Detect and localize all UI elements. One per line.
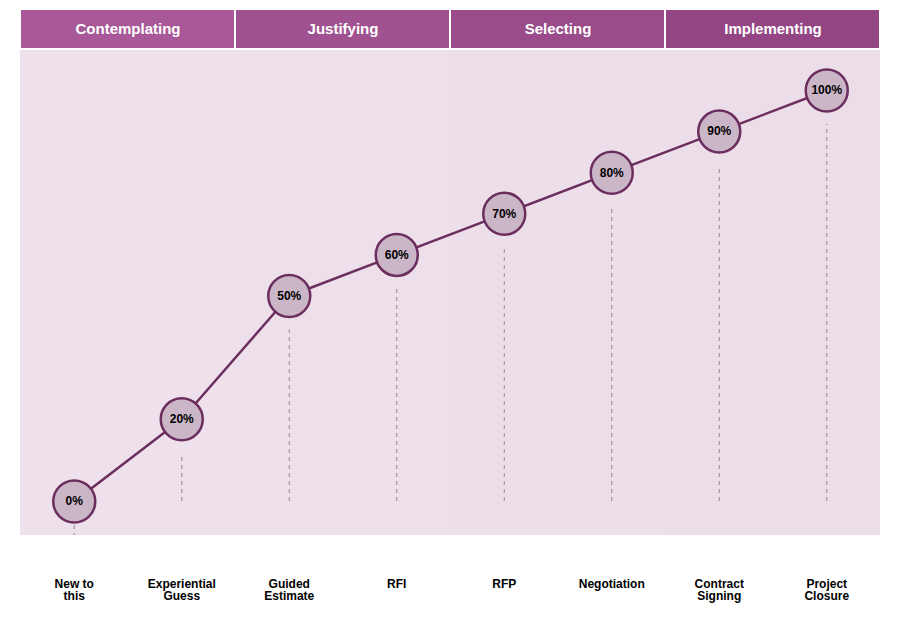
svg-text:RFI: RFI: [387, 577, 406, 591]
svg-text:New tothis: New tothis: [55, 577, 94, 603]
svg-text:Selecting: Selecting: [525, 20, 592, 37]
svg-text:Justifying: Justifying: [308, 20, 379, 37]
svg-text:20%: 20%: [170, 412, 194, 426]
svg-text:GuidedEstimate: GuidedEstimate: [264, 577, 314, 603]
svg-text:Contemplating: Contemplating: [76, 20, 181, 37]
svg-text:70%: 70%: [492, 207, 516, 221]
svg-text:90%: 90%: [707, 124, 731, 138]
svg-text:100%: 100%: [811, 83, 842, 97]
svg-text:0%: 0%: [66, 494, 84, 508]
svg-text:Implementing: Implementing: [724, 20, 822, 37]
svg-text:ProjectClosure: ProjectClosure: [804, 577, 849, 603]
svg-text:60%: 60%: [385, 248, 409, 262]
svg-text:ExperientialGuess: ExperientialGuess: [148, 577, 216, 603]
svg-text:80%: 80%: [600, 166, 624, 180]
svg-text:ContractSigning: ContractSigning: [695, 577, 744, 603]
svg-text:Negotiation: Negotiation: [579, 577, 645, 591]
svg-text:RFP: RFP: [492, 577, 516, 591]
svg-text:50%: 50%: [277, 289, 301, 303]
